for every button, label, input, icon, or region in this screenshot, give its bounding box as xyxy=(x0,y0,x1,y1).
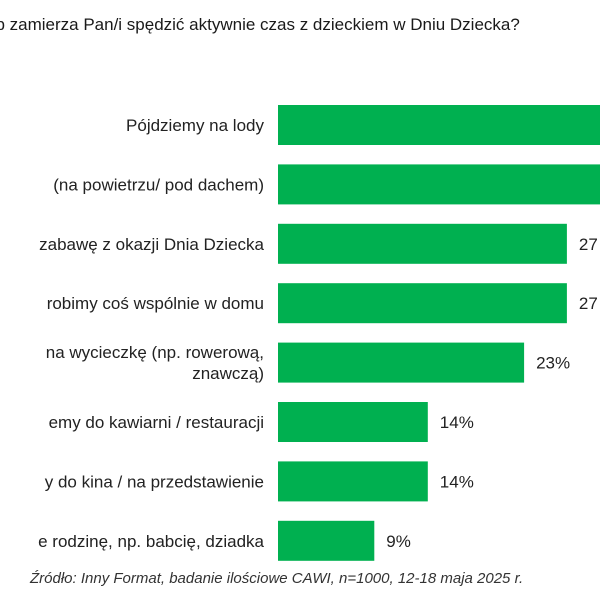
data-label: 14% xyxy=(440,472,474,491)
data-label: 23% xyxy=(536,354,570,373)
bar xyxy=(278,105,600,145)
category-label: e rodzinę, np. babcię, dziadka xyxy=(38,532,264,551)
chart-title: ób zamierza Pan/i spędzić aktywnie czas … xyxy=(0,15,520,34)
category-label: na wycieczkę (np. rowerową, znawczą) xyxy=(46,343,264,383)
source-note: Źródło: Inny Format, badanie ilościowe C… xyxy=(30,570,524,587)
bar xyxy=(278,223,567,264)
bar xyxy=(278,342,525,383)
data-label: 9% xyxy=(386,532,411,551)
bar xyxy=(278,283,567,324)
category-label: (na powietrzu/ pod dachem) xyxy=(53,175,264,194)
bar xyxy=(278,402,428,442)
data-label: 27 xyxy=(579,294,598,313)
bar xyxy=(278,164,600,205)
data-label: 14% xyxy=(440,413,474,432)
category-label: robimy coś wspólnie w domu xyxy=(47,294,264,313)
bar xyxy=(278,520,375,561)
category-label: zabawę z okazji Dnia Dziecka xyxy=(39,235,264,254)
category-label: y do kina / na przedstawienie xyxy=(45,472,264,491)
category-label: emy do kawiarni / restauracji xyxy=(49,413,264,432)
data-label: 27 xyxy=(579,235,598,254)
category-label: Pójdziemy na lody xyxy=(126,116,264,135)
bar xyxy=(278,461,428,502)
